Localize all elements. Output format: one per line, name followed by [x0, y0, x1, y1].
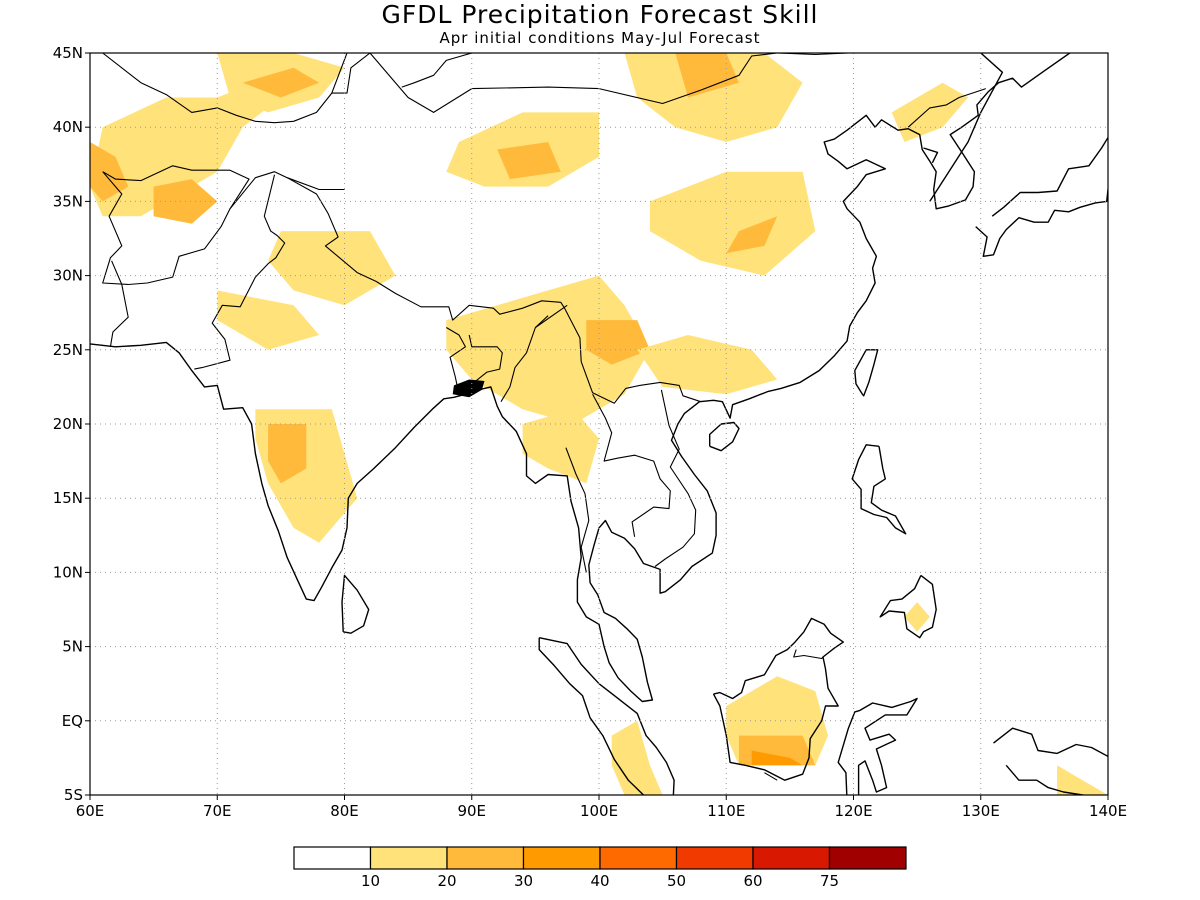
skill-region-2 [90, 142, 129, 202]
coastline-layer [90, 53, 1108, 795]
colorbar-swatch-8 [828, 846, 907, 870]
map-title: GFDL Precipitation Forecast Skill [381, 0, 819, 29]
coastline-7 [837, 697, 918, 795]
border-2 [102, 165, 250, 286]
colorbar-label: 30 [514, 872, 533, 890]
lon-tick-label: 70E [203, 802, 232, 820]
lat-tick-label: 35N [53, 192, 83, 210]
coastline-9 [879, 574, 937, 639]
lon-tick-label: 60E [76, 802, 105, 820]
coastline-1 [90, 53, 1071, 703]
border-19 [401, 53, 472, 88]
lat-tick-label: 5N [62, 638, 83, 656]
skill-region-19 [637, 335, 778, 395]
coastline-11 [993, 727, 1108, 758]
border-9 [565, 447, 590, 573]
skill-region-16 [446, 275, 650, 424]
longitude-tick-labels: 60E 70E 80E 90E 100E 110E 120E 130E 140E [76, 795, 1127, 820]
skill-region-1 [90, 82, 281, 217]
coastline-5 [538, 637, 675, 795]
colorbar-swatch-4 [522, 846, 601, 870]
border-13 [331, 53, 348, 94]
colorbar-label: 60 [743, 872, 762, 890]
lon-tick-label: 120E [834, 802, 872, 820]
border-12 [109, 260, 129, 347]
colorbar-swatch-1 [293, 846, 372, 870]
colorbar-label: 75 [820, 872, 839, 890]
border-11 [194, 174, 286, 370]
lon-tick-label: 110E [707, 802, 745, 820]
border-16 [907, 88, 986, 128]
skill-region-17 [586, 320, 650, 365]
colorbar-label: 50 [667, 872, 686, 890]
lat-tick-label: EQ [62, 712, 83, 730]
gridlines [90, 53, 1108, 795]
lon-tick-label: 130E [962, 802, 1000, 820]
border-7 [592, 394, 671, 537]
skill-region-11 [497, 142, 561, 180]
coastline-15 [923, 147, 939, 164]
colorbar-swatch-2 [369, 846, 448, 870]
skill-region-6 [268, 231, 396, 306]
skill-region-12 [624, 53, 803, 142]
colorbar-swatch-6 [675, 846, 754, 870]
skill-region-14 [649, 171, 816, 276]
skill-region-13 [675, 53, 739, 98]
colorbar-label: 10 [361, 872, 380, 890]
coastline-13 [975, 189, 1108, 257]
coastline-4 [341, 574, 370, 634]
skill-region-7 [217, 290, 320, 350]
lat-tick-label: 30N [53, 267, 83, 285]
skill-region-5 [242, 67, 320, 98]
coastline-3 [709, 421, 740, 452]
colorbar-swatch-3 [446, 846, 525, 870]
skill-region-24 [751, 750, 803, 766]
lon-tick-label: 90E [457, 802, 486, 820]
lon-tick-label: 80E [330, 802, 359, 820]
border-3 [229, 171, 701, 404]
colorbar: 10 20 30 40 50 60 75 [293, 846, 907, 890]
coastline-12 [1005, 764, 1089, 795]
coastline-8 [851, 444, 907, 535]
skill-region-21 [611, 720, 663, 795]
border-10 [287, 177, 345, 191]
colorbar-label: 40 [590, 872, 609, 890]
skill-region-25 [1057, 765, 1108, 795]
coastline-14 [991, 137, 1108, 217]
colorbar-swatch-5 [599, 846, 678, 870]
lat-tick-label: 40N [53, 118, 83, 136]
colorbar-label: 20 [437, 872, 456, 890]
latitude-tick-labels: 45N 40N 35N 30N 25N 20N 15N 10N 5N EQ 5S [53, 44, 90, 804]
lat-tick-label: 5S [64, 786, 83, 804]
lat-tick-label: 15N [53, 489, 83, 507]
border-6 [535, 304, 568, 328]
colorbar-swatch-7 [752, 846, 831, 870]
lon-tick-label: 100E [580, 802, 618, 820]
lat-tick-label: 20N [53, 415, 83, 433]
skill-region-20 [891, 82, 968, 142]
skill-region-15 [726, 216, 778, 254]
skill-region-9 [268, 424, 307, 484]
lon-tick-label: 140E [1089, 802, 1127, 820]
skill-region-18 [522, 409, 599, 484]
skill-shading-layer [90, 53, 1108, 795]
coastline-2 [854, 349, 879, 397]
lat-tick-label: 10N [53, 563, 83, 581]
border-18 [764, 772, 778, 781]
lat-tick-label: 45N [53, 44, 83, 62]
skill-region-26 [904, 602, 930, 632]
coastline-10 [929, 53, 1004, 202]
border-8 [654, 389, 697, 567]
lat-tick-label: 25N [53, 341, 83, 359]
delta-patch [452, 379, 485, 398]
map-subtitle: Apr initial conditions May-Jul Forecast [439, 29, 761, 47]
border-17 [793, 649, 824, 660]
